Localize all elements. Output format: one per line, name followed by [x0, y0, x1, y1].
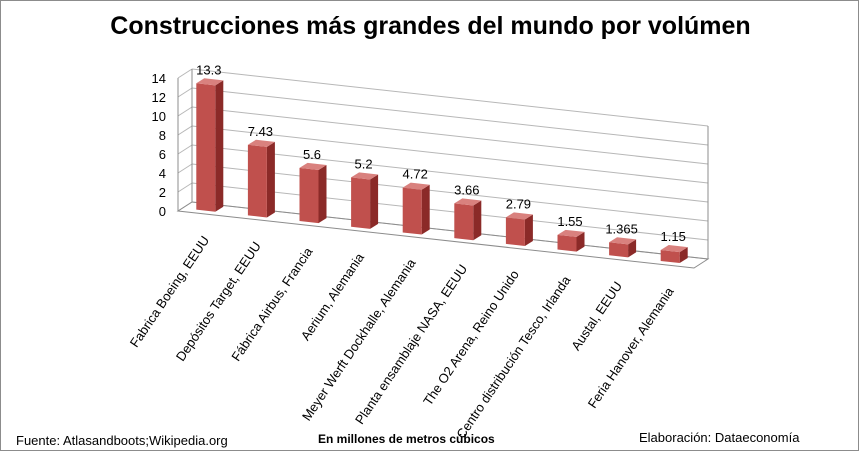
- bar-top: [351, 172, 379, 180]
- gridline-side: [177, 125, 193, 136]
- data-label: 1.365: [605, 221, 638, 236]
- bar-side: [628, 239, 637, 258]
- credit-note: Elaboración: Dataeconomía: [639, 430, 800, 445]
- bar-front: [351, 177, 371, 229]
- y-tick-label: 4: [159, 166, 166, 181]
- data-label: 3.66: [454, 182, 479, 197]
- gridline-side: [177, 163, 193, 174]
- bar-front: [402, 187, 422, 235]
- bar-front: [247, 144, 267, 218]
- data-label: 7.43: [248, 124, 273, 139]
- gridline-side: [177, 87, 193, 98]
- bar-front: [196, 83, 216, 212]
- gridline-side: [177, 106, 193, 117]
- y-tick-label: 8: [159, 128, 166, 143]
- gridline: [191, 163, 709, 222]
- bar-side: [318, 164, 327, 224]
- bar-side: [524, 214, 533, 246]
- y-tick-label: 6: [159, 147, 166, 162]
- bar-side: [679, 247, 688, 264]
- y-tick-label: 10: [152, 109, 166, 124]
- bar-side: [576, 231, 585, 252]
- bar-side: [421, 184, 430, 235]
- gridline: [191, 106, 709, 165]
- y-tick-label: 0: [159, 204, 166, 219]
- bar-top: [609, 237, 637, 245]
- category-label: Meyer Werft Dockhalle, Alemania: [299, 255, 419, 423]
- chart-title: Construcciones más grandes del mundo por…: [110, 12, 751, 40]
- category-label: The O2 Arena, Reino Unido: [420, 267, 522, 408]
- y-tick-label: 12: [152, 90, 166, 105]
- bar: [247, 139, 275, 218]
- y-tick-label: 14: [152, 71, 166, 86]
- category-label: Planta ensamblaje NASA, EEUU: [352, 262, 470, 427]
- y-tick-label: 2: [159, 185, 166, 200]
- gridline: [191, 68, 709, 127]
- bar: [351, 172, 379, 229]
- bar-top: [557, 229, 585, 237]
- bar-top: [454, 198, 482, 206]
- data-label: 1.15: [661, 229, 686, 244]
- data-label: 2.79: [506, 196, 531, 211]
- bar-front: [505, 217, 525, 246]
- floor: [176, 201, 710, 269]
- source-note: Fuente: Atlasandboots;Wikipedia.org: [16, 433, 228, 448]
- bar: [557, 229, 585, 252]
- category-label: Centro distribución Tesco, Irlanda: [453, 272, 574, 441]
- data-label: 13.3: [196, 62, 221, 77]
- bar: [454, 198, 482, 241]
- bar: [299, 162, 327, 224]
- bar: [609, 237, 637, 258]
- data-label: 5.6: [303, 147, 321, 162]
- x-axis-title: En millones de metros cúbicos: [318, 432, 495, 446]
- bar-front: [660, 250, 680, 264]
- bar: [660, 245, 688, 264]
- bar-side: [266, 141, 275, 218]
- bar-top: [505, 212, 533, 220]
- bar-front: [299, 167, 319, 224]
- gridlines: [176, 68, 710, 269]
- bar-front: [609, 242, 629, 258]
- bar-top: [660, 245, 688, 253]
- category-label: Austal, EEUU: [568, 279, 625, 353]
- gridline: [191, 182, 709, 241]
- gridline: [191, 125, 709, 184]
- gridline-side: [177, 144, 193, 155]
- bar-side: [370, 174, 379, 229]
- bar-side: [215, 80, 224, 212]
- gridline-side: [177, 68, 193, 79]
- bar-top: [299, 162, 327, 170]
- bar: [402, 182, 430, 235]
- bar-front: [454, 203, 474, 241]
- gridline-side: [177, 182, 193, 193]
- data-label: 1.55: [557, 214, 582, 229]
- bar-side: [473, 200, 482, 241]
- gridline: [191, 144, 709, 203]
- bar-top: [402, 182, 430, 190]
- bar-front: [557, 234, 577, 252]
- data-label: 5.2: [355, 156, 373, 171]
- bars: [196, 78, 688, 264]
- gridline: [191, 87, 709, 146]
- bar: [196, 78, 224, 212]
- bar-top: [247, 139, 275, 147]
- data-label: 4.72: [403, 167, 428, 182]
- bar-top: [196, 78, 224, 86]
- bar: [505, 212, 533, 246]
